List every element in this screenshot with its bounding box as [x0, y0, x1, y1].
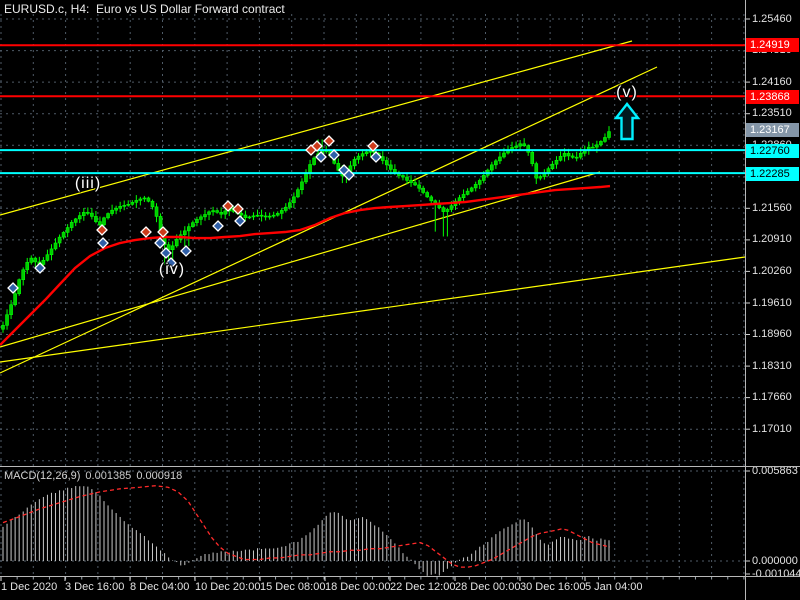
price-level-badge: 1.23167: [746, 123, 799, 137]
macd-signal-value: 0.000918: [136, 470, 183, 482]
price-axis-label: 1.20260: [752, 264, 792, 277]
moving-average-line[interactable]: [0, 184, 611, 346]
sell-fractal-icon: [96, 224, 108, 236]
price-axis-label: 1.21560: [752, 201, 792, 214]
price-axis-label: 1.19610: [752, 296, 792, 309]
buy-fractal-icon: [165, 257, 177, 269]
price-axis-label: 1.23510: [752, 107, 792, 120]
time-axis-label: 10 Dec 20:00: [195, 581, 261, 593]
panel-separator[interactable]: [0, 466, 800, 467]
time-axis-label: 18 Dec 00:00: [325, 581, 391, 593]
price-axis-label: 1.18310: [752, 359, 792, 372]
macd-indicator-label: MACD(12,26,9) 0.001385 0.000918: [4, 470, 182, 482]
wave-label-v: (v): [616, 84, 638, 101]
time-axis-label: 15 Dec 08:00: [260, 581, 326, 593]
price-axis-label: -0.001044: [752, 567, 800, 580]
price-level-badge: 1.22285: [746, 166, 799, 181]
trendline[interactable]: [0, 256, 746, 363]
buy-fractal-icon: [160, 247, 172, 259]
buy-fractal-icon: [154, 237, 166, 249]
price-axis-label: 1.24160: [752, 75, 792, 88]
macd-name: MACD(12,26,9): [4, 470, 81, 482]
axis-separator-vertical: [745, 0, 746, 600]
buy-fractal-icon: [97, 237, 109, 249]
time-axis-label: 5 Jan 04:00: [585, 581, 643, 593]
price-axis-label: 1.20910: [752, 233, 792, 246]
time-axis-label: 1 Dec 2020: [1, 581, 58, 593]
price-level-badge: 1.23868: [746, 89, 799, 104]
buy-fractal-icon: [328, 149, 340, 161]
buy-fractal-icon: [234, 215, 246, 227]
buy-fractal-icon: [315, 151, 327, 163]
macd-main-value: 0.001385: [85, 470, 132, 482]
wave-label-iv: (iv): [158, 261, 186, 278]
time-axis-label: 3 Dec 16:00: [65, 581, 125, 593]
sell-fractal-icon: [222, 200, 234, 212]
sell-fractal-icon: [311, 140, 323, 152]
buy-fractal-icon: [212, 220, 224, 232]
price-axis-label: 1.17660: [752, 391, 792, 404]
up-arrow-icon[interactable]: [613, 102, 641, 141]
wave-label-iii: (iii): [74, 175, 102, 192]
price-axis-label: 1.25460: [752, 12, 792, 25]
buy-fractal-icon: [7, 282, 19, 294]
time-axis-label: 30 Dec 16:00: [520, 581, 586, 593]
candlestick-series: [1, 126, 611, 333]
sell-fractal-icon: [323, 135, 335, 147]
macd-signal-line: [2, 485, 611, 568]
chart-title: EURUSD.c, H4: Euro vs US Dollar Forward …: [4, 2, 285, 16]
bottom-axis-separator: [0, 576, 800, 577]
buy-fractal-icon: [34, 262, 46, 274]
sell-fractal-icon: [140, 226, 152, 238]
price-level-badge: 1.24919: [746, 38, 799, 52]
price-axis-label: 0.005863: [752, 464, 798, 477]
sell-fractal-icon: [367, 140, 379, 152]
sell-fractal-icon: [157, 226, 169, 238]
price-axis-label: 1.17010: [752, 422, 792, 435]
buy-fractal-icon: [180, 245, 192, 257]
buy-fractal-icon: [370, 151, 382, 163]
price-axis-label: 0.000000: [752, 554, 798, 567]
trendline[interactable]: [0, 171, 601, 348]
time-axis-label: 22 Dec 12:00: [390, 581, 456, 593]
trendline[interactable]: [0, 40, 633, 216]
sell-fractal-icon: [232, 203, 244, 215]
price-level-badge: 1.22760: [746, 143, 799, 158]
time-axis-label: 8 Dec 04:00: [130, 581, 190, 593]
buy-fractal-icon: [343, 169, 355, 181]
time-axis-label: 28 Dec 00:00: [455, 581, 521, 593]
price-axis-label: 1.18960: [752, 328, 792, 340]
